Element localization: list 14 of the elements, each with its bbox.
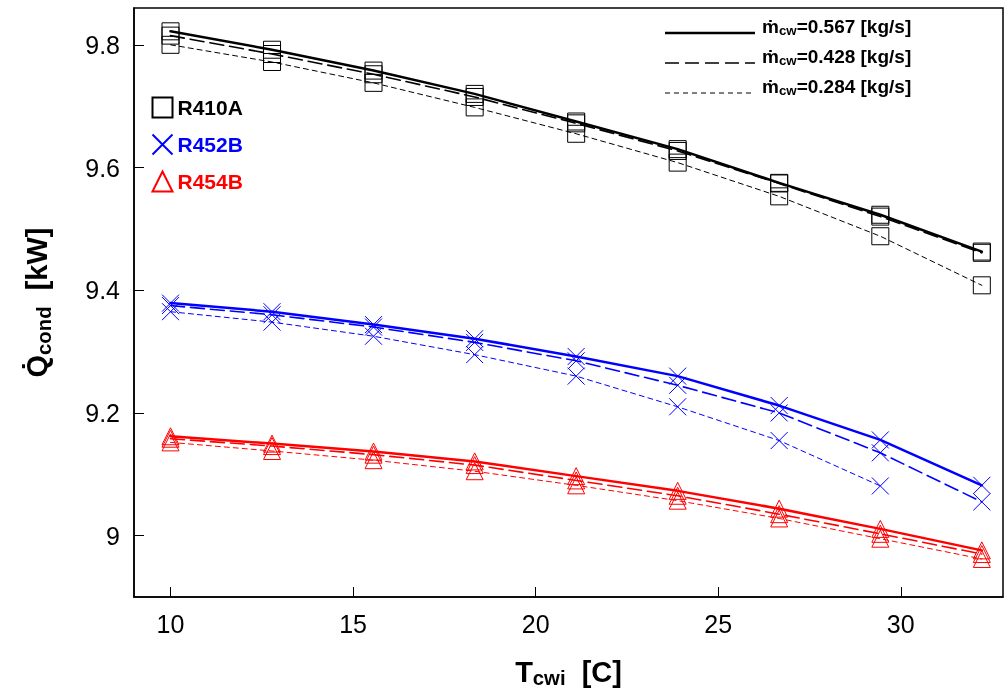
y-tick-label: 9 bbox=[106, 521, 120, 550]
y-tick-label: 9.4 bbox=[85, 276, 121, 305]
y-tick-label: 9.2 bbox=[85, 398, 120, 427]
y-tick-label: 9.6 bbox=[85, 153, 120, 182]
y-tick-label: 9.8 bbox=[85, 30, 120, 59]
legend-label: R410A bbox=[177, 96, 243, 119]
legend-label: R452B bbox=[177, 133, 243, 156]
x-tick-label: 10 bbox=[156, 609, 185, 638]
x-tick-label: 15 bbox=[339, 609, 367, 638]
y-axis-title: Q̇cond [kW] bbox=[21, 227, 55, 378]
x-tick-label: 25 bbox=[704, 609, 733, 638]
x-tick-label: 20 bbox=[521, 609, 550, 638]
legend-label: R454B bbox=[177, 170, 243, 193]
x-tick-label: 30 bbox=[886, 609, 915, 638]
